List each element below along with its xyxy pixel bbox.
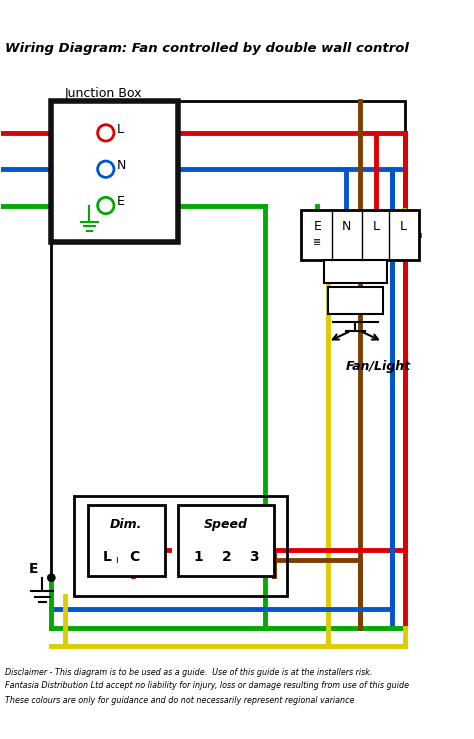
Text: L: L [103,551,112,565]
Text: Fan/Light: Fan/Light [346,360,410,373]
Text: N: N [342,220,351,233]
Bar [328,287,383,315]
Text: Disclaimer - This diagram is to be used as a guide.  Use of this guide is at the: Disclaimer - This diagram is to be used … [5,669,373,678]
Circle shape [98,197,114,214]
Circle shape [98,125,114,141]
Text: E: E [117,195,125,208]
Text: E: E [313,220,321,233]
Bar [74,496,287,596]
Circle shape [98,161,114,177]
Text: Fantasia Distribution Ltd accept no liability for injury, loss or damage resulti: Fantasia Distribution Ltd accept no liab… [5,681,409,690]
Text: These colours are only for guidance and do not necessarily represent regional va: These colours are only for guidance and … [5,695,355,705]
Text: Wiring Diagram: Fan controlled by double wall control: Wiring Diagram: Fan controlled by double… [5,42,409,55]
Text: E: E [28,562,38,576]
Text: ≣: ≣ [313,236,321,247]
Bar [324,260,387,283]
Text: Speed: Speed [204,518,247,531]
Text: N: N [117,159,126,172]
Text: L: L [373,220,380,233]
Bar [51,101,405,627]
Text: 3: 3 [249,551,259,565]
Text: Dim.: Dim. [109,518,142,531]
Text: C: C [130,551,140,565]
Bar [88,505,165,576]
Text: ı: ı [115,555,118,565]
Text: 1: 1 [193,551,203,565]
Text: L: L [117,123,124,136]
Text: Junction Box: Junction Box [65,87,142,101]
Bar [178,505,274,576]
Bar [51,101,178,242]
Text: L: L [400,220,407,233]
Circle shape [48,574,55,582]
Bar [301,210,419,260]
Text: 2: 2 [222,551,231,565]
